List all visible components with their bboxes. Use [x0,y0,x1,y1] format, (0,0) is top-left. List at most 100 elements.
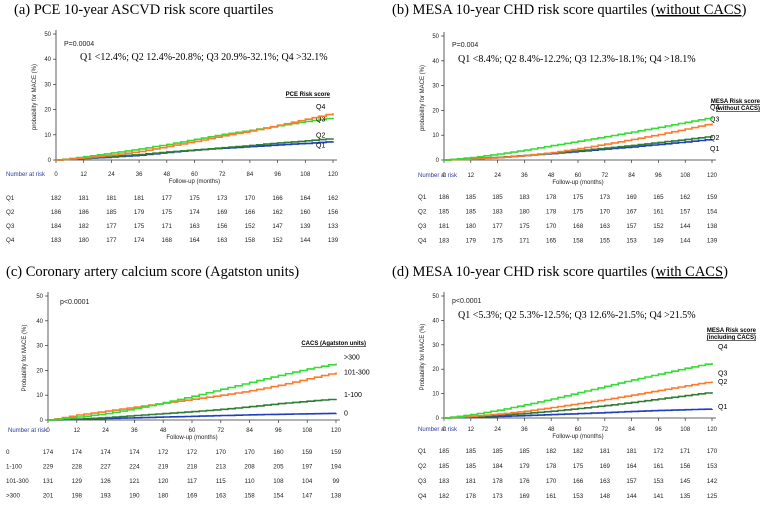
panel-title-tail: ) [723,264,728,280]
panel-title-underlined: without CACS [656,2,742,18]
x-tick-label: 60 [191,172,198,178]
risk-cell: 170 [244,449,255,456]
risk-cell: 181 [79,195,90,202]
risk-cell: 181 [106,195,117,202]
risk-cell: 174 [72,449,83,456]
risk-cell: 148 [600,493,611,500]
x-tick-label: 36 [136,172,143,178]
risk-cell: 144 [680,223,691,230]
x-tick-label: 72 [219,172,226,178]
risk-cell: 164 [626,463,637,470]
series-label: Q4 [710,104,719,111]
risk-cell: 180 [466,223,477,230]
risk-cell: 177 [106,223,117,230]
risk-cell: 174 [134,237,145,244]
series-line-Q4 [444,362,713,419]
risk-cell: 158 [244,493,255,500]
y-tick-label: 50 [432,34,439,40]
risk-cell: 186 [51,209,62,216]
series-line-Q3 [56,117,334,161]
risk-cell: 156 [217,223,228,230]
x-tick-label: 60 [189,428,196,434]
y-tick-label: 10 [432,133,439,139]
risk-cell: 129 [72,478,83,485]
risk-row-label: Q3 [418,478,427,485]
panel-title-underlined: with CACS [656,264,723,280]
risk-cell: 183 [439,478,450,485]
risk-row-label: >300 [6,493,20,500]
risk-cell: 183 [492,209,503,216]
x-tick-label: 108 [300,172,311,178]
risk-cell: 179 [466,238,477,245]
x-tick-label: 96 [274,172,281,178]
y-tick-label: 0 [40,418,44,424]
risk-cell: 161 [546,493,557,500]
series-label: Q3 [718,370,727,377]
risk-cell: 185 [106,209,117,216]
x-tick-label: 48 [160,428,167,434]
series-label: >300 [344,354,360,361]
risk-cell: 182 [573,448,584,455]
risk-cell: 219 [158,464,169,471]
risk-cell: 145 [680,478,691,485]
risk-cell: 175 [519,223,530,230]
risk-cell: 182 [546,448,557,455]
y-tick-label: 0 [436,416,440,422]
y-axis-label: Probability for MACE (%) [22,325,28,392]
p-value: P=0.0004 [64,41,94,48]
risk-cell: 117 [187,478,197,485]
quartile-definitions: Q1 <8.4%; Q2 8.4%-12.2%; Q3 12.3%-18.1%;… [458,54,696,65]
series-label: Q2 [710,135,719,142]
y-tick-label: 40 [432,318,439,324]
risk-cell: 170 [546,478,557,485]
risk-cell: 178 [492,478,503,485]
y-tick-label: 10 [36,393,43,399]
risk-cell: 171 [680,448,691,455]
x-tick-label: 48 [548,427,555,433]
risk-cell: 183 [439,238,450,245]
risk-cell: 172 [187,449,198,456]
risk-cell: 153 [626,238,637,245]
risk-cell: 163 [216,493,227,500]
risk-cell: 169 [187,493,198,500]
risk-cell: 157 [626,223,637,230]
risk-cell: 185 [466,463,477,470]
risk-cell: 144 [680,238,691,245]
series-label: 1-100 [344,392,362,399]
risk-row-label: Q1 [418,448,427,455]
risk-cell: 164 [300,195,311,202]
x-tick-label: 108 [680,173,691,179]
p-value: p<0.0001 [60,299,89,306]
risk-cell: 159 [302,449,313,456]
risk-cell: 185 [439,448,450,455]
risk-cell: 147 [272,223,283,230]
y-tick-label: 40 [432,59,439,65]
number-at-risk-label: Number at risk [418,427,458,433]
risk-cell: 162 [680,194,691,201]
risk-row-label: 1-100 [6,464,22,471]
risk-cell: 158 [245,237,256,244]
risk-cell: 163 [217,237,228,244]
risk-cell: 171 [162,223,173,230]
risk-cell: 165 [653,194,664,201]
x-tick-label: 108 [302,428,313,434]
risk-cell: 205 [273,464,284,471]
risk-cell: 169 [519,493,530,500]
legend-title: (including CACS) [707,335,756,341]
x-tick-label: 96 [655,173,662,179]
number-at-risk-label: Number at risk [8,428,48,434]
legend-title: MESA Risk score [707,328,757,334]
risk-cell: 184 [51,223,62,230]
risk-cell: 183 [51,237,62,244]
risk-cell: 182 [439,493,450,500]
risk-cell: 108 [273,478,284,485]
chart-panel-1: (a) PCE 10-year ASCVD risk score quartil… [6,2,339,244]
risk-cell: 185 [466,194,477,201]
risk-cell: 182 [79,223,90,230]
y-tick-label: 30 [36,344,43,350]
p-value: P=0.004 [452,42,478,49]
risk-cell: 163 [600,223,611,230]
series-label: Q2 [316,132,325,139]
risk-cell: 126 [100,478,111,485]
y-axis-label: Probability for MACE (%) [420,324,426,391]
